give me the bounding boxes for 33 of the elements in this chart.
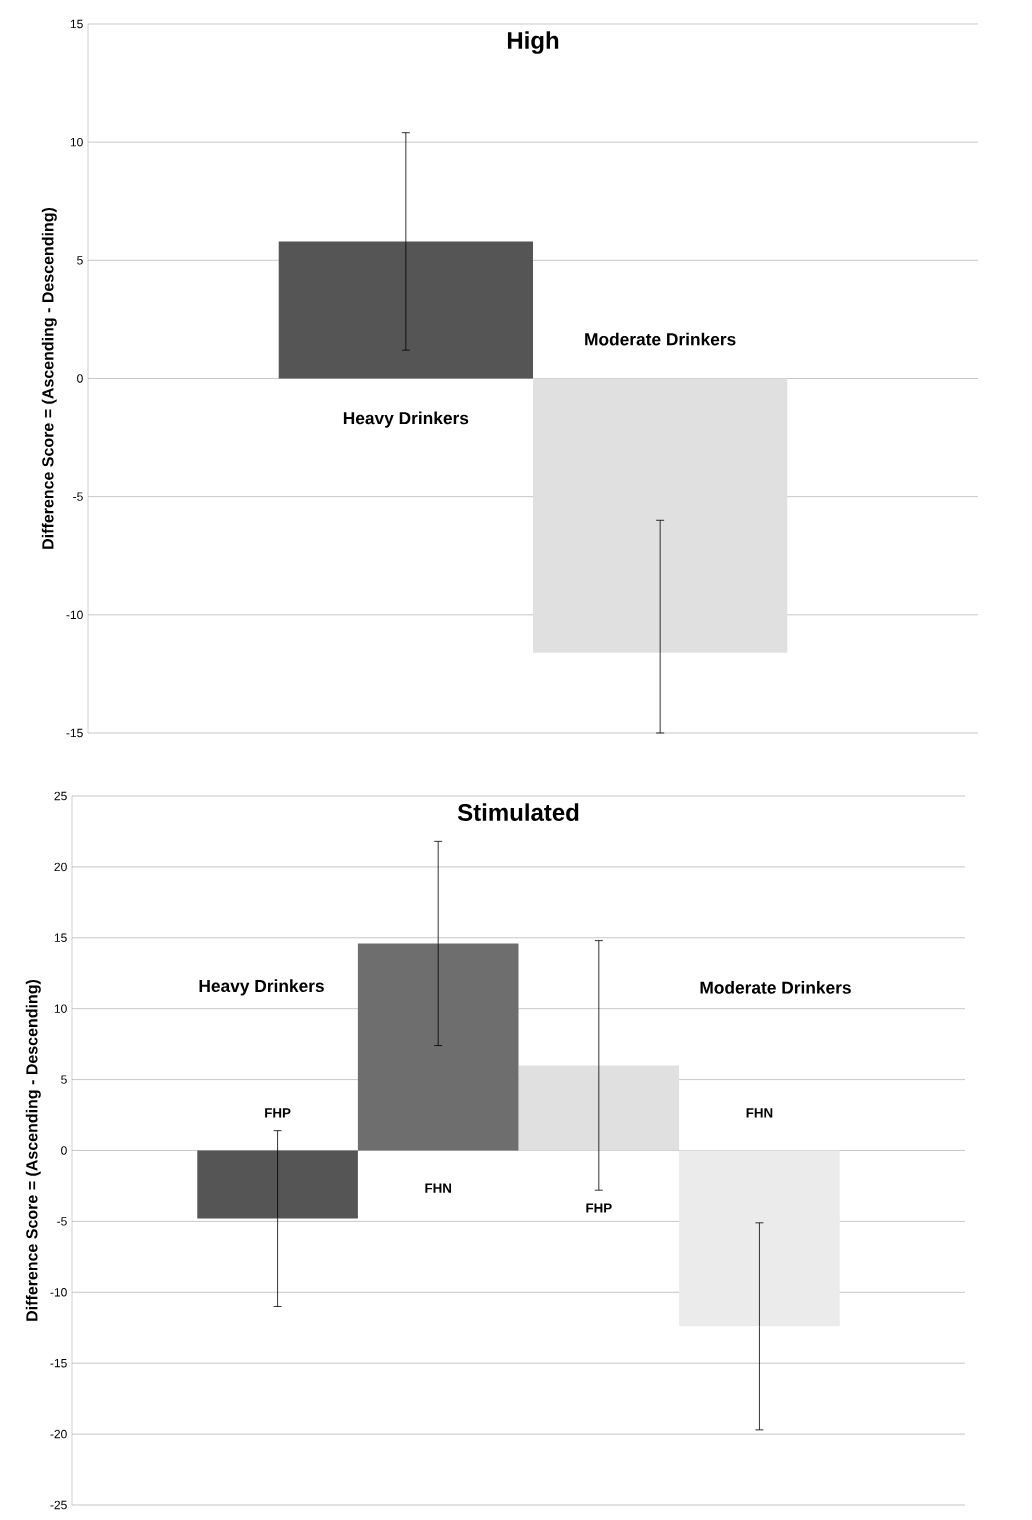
x-tick-label: Heavy Drinkers [199,979,324,996]
y-tick-label: 25 [54,791,67,801]
bar [518,1065,680,1151]
y-tick-label: 5 [77,256,83,265]
y-tick-label: 15 [70,19,83,29]
y-tick-label: -20 [50,1429,67,1439]
y-tick-label: 15 [54,933,67,942]
y-tick-label: 0 [77,374,83,383]
text: FHP [586,1203,612,1213]
y-tick-label: 5 [61,1075,67,1084]
y-tick-label: -10 [50,1288,67,1297]
y-tick-label: 10 [70,137,83,147]
y-tick-label: -15 [66,728,83,738]
y-axis-title: Difference Score = (Ascending - Descending) [25,979,41,1321]
y-tick-label: -15 [50,1359,67,1368]
y-tick-label: 10 [54,1004,67,1013]
chart-title: High [507,31,559,54]
bar [197,1150,358,1219]
y-tick-label: -5 [73,492,83,501]
y-tick-label: -25 [50,1500,67,1510]
text: FHP [265,1108,291,1118]
x-tick-label: Heavy Drinkers [343,411,469,428]
text: FHN [746,1108,773,1118]
chart-title: Stimulated [457,803,579,821]
x-tick-label: Moderate Drinkers [700,981,851,994]
y-tick-label: 0 [61,1146,67,1155]
bar [357,943,519,1151]
x-tick-label: Moderate Drinkers [585,332,736,346]
y-tick-label: -5 [57,1217,67,1226]
y-tick-label: 20 [54,862,67,872]
y-axis-title: Difference Score = (Ascending - Descending) [41,207,57,549]
y-tick-label: -10 [66,610,83,620]
text: FHN [425,1183,452,1193]
